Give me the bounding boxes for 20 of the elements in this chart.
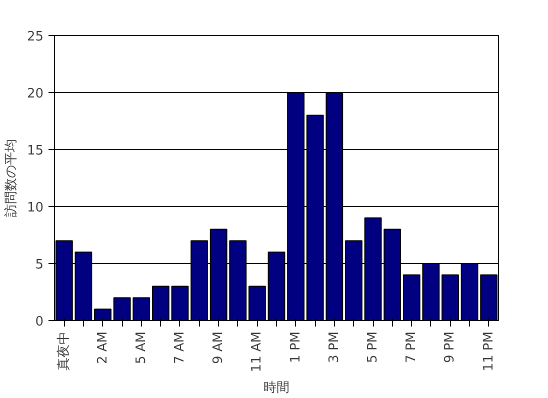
x-tick-label: 真夜中 [56, 332, 72, 370]
x-tick-label: 1 PM [288, 331, 304, 363]
y-tick-label: 25 [26, 30, 44, 44]
x-tick-label: 5 PM [366, 331, 381, 363]
x-tick-label: 7 AM [172, 331, 188, 364]
y-axis-title: 訪問数の平均 [4, 139, 19, 217]
x-tick-label: 9 PM [442, 331, 458, 363]
y-tick-label: 5 [35, 258, 44, 272]
y-tick-label: 0 [35, 314, 44, 330]
x-tick-label: 3 PM [326, 331, 342, 363]
y-tick-label: 15 [26, 144, 44, 158]
x-tick-label: 11 PM [481, 331, 496, 372]
x-tick-label: 5 AM [134, 331, 149, 364]
x-tick-label: 2 AM [95, 331, 110, 364]
x-tick-label: 9 AM [211, 331, 226, 364]
x-tick-label: 11 AM [250, 331, 265, 372]
y-tick-label: 20 [26, 86, 44, 102]
y-tick-label: 10 [26, 200, 44, 216]
x-tick-label: 7 PM [404, 331, 420, 363]
x-axis-title: 時間 [264, 380, 290, 396]
